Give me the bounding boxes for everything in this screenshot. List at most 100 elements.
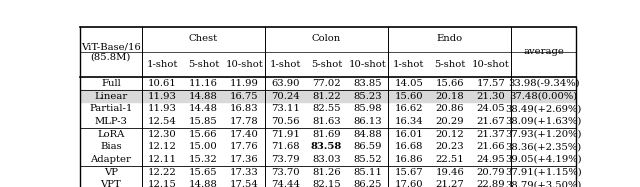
Text: 38.36(+2.35%): 38.36(+2.35%) (506, 142, 582, 151)
Text: 82.15: 82.15 (312, 180, 341, 187)
Text: 15.65: 15.65 (189, 168, 218, 177)
Text: 83.58: 83.58 (311, 142, 342, 151)
Text: 84.88: 84.88 (353, 130, 382, 139)
Text: 10-shot: 10-shot (472, 60, 509, 69)
Text: 1-shot: 1-shot (270, 60, 301, 69)
Text: 1-shot: 1-shot (393, 60, 424, 69)
Text: 17.54: 17.54 (230, 180, 259, 187)
Text: MLP-3: MLP-3 (95, 117, 127, 126)
Text: 16.83: 16.83 (230, 104, 259, 113)
Text: 5-shot: 5-shot (311, 60, 342, 69)
Text: 15.66: 15.66 (435, 79, 464, 88)
Text: 85.11: 85.11 (353, 168, 382, 177)
Text: 85.52: 85.52 (353, 155, 382, 164)
Text: 85.98: 85.98 (353, 104, 382, 113)
Text: 37.48(0.00%): 37.48(0.00%) (509, 92, 578, 101)
Text: 14.88: 14.88 (189, 92, 218, 101)
Text: 15.66: 15.66 (189, 130, 218, 139)
Text: 39.05(+4.19%): 39.05(+4.19%) (506, 155, 582, 164)
Text: 38.79(+3.50%): 38.79(+3.50%) (506, 180, 582, 187)
Text: 77.02: 77.02 (312, 79, 341, 88)
Text: 21.37: 21.37 (476, 130, 505, 139)
Text: 17.57: 17.57 (476, 79, 505, 88)
Text: 10-shot: 10-shot (226, 60, 264, 69)
Text: 19.46: 19.46 (435, 168, 464, 177)
Text: 81.63: 81.63 (312, 117, 341, 126)
Text: 86.13: 86.13 (353, 117, 382, 126)
Text: 17.36: 17.36 (230, 155, 259, 164)
Text: 15.85: 15.85 (189, 117, 218, 126)
Text: 15.32: 15.32 (189, 155, 218, 164)
Text: 12.30: 12.30 (148, 130, 177, 139)
Text: LoRA: LoRA (97, 130, 125, 139)
Text: 71.68: 71.68 (271, 142, 300, 151)
Text: 33.98(-9.34%): 33.98(-9.34%) (508, 79, 579, 88)
Text: 20.12: 20.12 (435, 130, 464, 139)
Text: 5-shot: 5-shot (188, 60, 219, 69)
Text: 24.05: 24.05 (476, 104, 505, 113)
Text: Partial-1: Partial-1 (89, 104, 132, 113)
Text: Bias: Bias (100, 142, 122, 151)
Text: 74.44: 74.44 (271, 180, 300, 187)
Text: 15.60: 15.60 (394, 92, 423, 101)
Text: 12.22: 12.22 (148, 168, 177, 177)
Text: 11.99: 11.99 (230, 79, 259, 88)
Text: 82.55: 82.55 (312, 104, 341, 113)
Text: 63.90: 63.90 (271, 79, 300, 88)
Text: 14.48: 14.48 (189, 104, 218, 113)
Text: 20.18: 20.18 (435, 92, 464, 101)
Text: 81.22: 81.22 (312, 92, 341, 101)
Text: Colon: Colon (312, 34, 341, 43)
Text: 73.11: 73.11 (271, 104, 300, 113)
Text: VPT: VPT (100, 180, 122, 187)
Text: 17.78: 17.78 (230, 117, 259, 126)
Text: 86.25: 86.25 (353, 180, 382, 187)
Text: 12.54: 12.54 (148, 117, 177, 126)
Text: 12.11: 12.11 (148, 155, 177, 164)
Text: 24.95: 24.95 (476, 155, 505, 164)
Text: 16.34: 16.34 (394, 117, 423, 126)
Text: Endo: Endo (436, 34, 463, 43)
Text: 16.62: 16.62 (394, 104, 423, 113)
Text: 20.29: 20.29 (435, 117, 464, 126)
Text: 21.27: 21.27 (435, 180, 464, 187)
Text: 11.16: 11.16 (189, 79, 218, 88)
Text: 11.93: 11.93 (148, 92, 177, 101)
Text: 10-shot: 10-shot (349, 60, 387, 69)
Text: 17.40: 17.40 (230, 130, 259, 139)
Text: 14.05: 14.05 (394, 79, 423, 88)
Text: 37.93(+1.20%): 37.93(+1.20%) (506, 130, 582, 139)
Text: 70.56: 70.56 (271, 117, 300, 126)
Text: 14.88: 14.88 (189, 180, 218, 187)
Text: 17.60: 17.60 (394, 180, 423, 187)
Text: 20.79: 20.79 (477, 168, 505, 177)
Text: Chest: Chest (189, 34, 218, 43)
Text: VP: VP (104, 168, 118, 177)
Text: 86.59: 86.59 (353, 142, 382, 151)
Text: 15.67: 15.67 (394, 168, 423, 177)
Text: 16.01: 16.01 (394, 130, 423, 139)
Text: 73.70: 73.70 (271, 168, 300, 177)
Text: 16.68: 16.68 (394, 142, 423, 151)
Text: average: average (524, 47, 564, 56)
Text: 16.75: 16.75 (230, 92, 259, 101)
Text: 37.91(+1.15%): 37.91(+1.15%) (506, 168, 582, 177)
Text: 85.23: 85.23 (353, 92, 382, 101)
Text: 12.15: 12.15 (148, 180, 177, 187)
Text: 5-shot: 5-shot (434, 60, 465, 69)
Text: ViT-Base/16
(85.8M): ViT-Base/16 (85.8M) (81, 42, 141, 62)
Text: 17.33: 17.33 (230, 168, 259, 177)
Text: 17.76: 17.76 (230, 142, 259, 151)
Text: 71.91: 71.91 (271, 130, 300, 139)
Text: 21.66: 21.66 (477, 142, 505, 151)
Text: 73.79: 73.79 (271, 155, 300, 164)
Text: Linear: Linear (94, 92, 127, 101)
Text: 16.86: 16.86 (394, 155, 423, 164)
Text: 83.03: 83.03 (312, 155, 341, 164)
Text: 70.24: 70.24 (271, 92, 300, 101)
Text: 38.09(+1.63%): 38.09(+1.63%) (506, 117, 582, 126)
Text: 21.30: 21.30 (476, 92, 505, 101)
Text: 20.23: 20.23 (435, 142, 464, 151)
Text: 81.26: 81.26 (312, 168, 341, 177)
Text: 21.67: 21.67 (477, 117, 505, 126)
